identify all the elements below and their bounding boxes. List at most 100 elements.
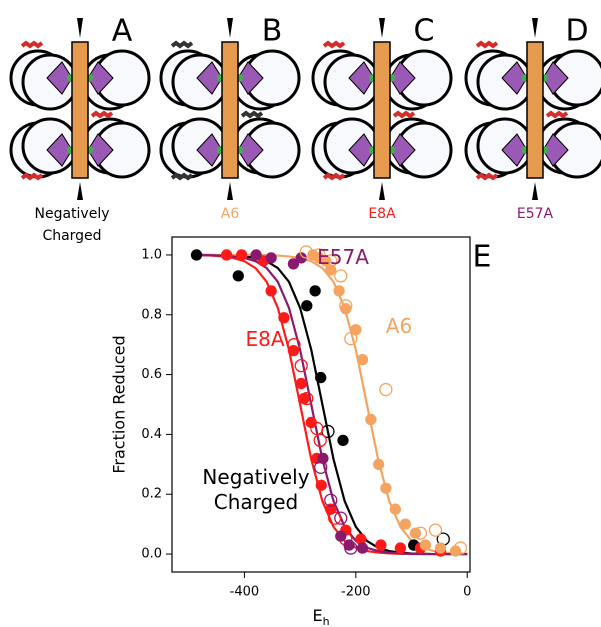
data-point [325, 264, 337, 276]
x-tick-label: -200 [341, 585, 371, 600]
data-point [324, 254, 338, 268]
data-point [313, 433, 327, 448]
panel-caption: E57A [516, 206, 554, 222]
charge [322, 40, 346, 49]
charge [170, 172, 194, 181]
data-point [335, 530, 347, 542]
panel-caption: E8A [368, 206, 396, 222]
data-point [339, 299, 353, 313]
data-point [250, 249, 262, 261]
x-tick-label: 0 [463, 585, 471, 600]
x-axis-label-sub: h [323, 615, 330, 627]
data-point [299, 245, 313, 259]
curve-label: E57A [317, 245, 369, 269]
charge [475, 40, 499, 49]
data-point [375, 539, 387, 551]
data-point [389, 503, 402, 515]
charge [545, 110, 569, 119]
diagram [159, 18, 301, 200]
marker [227, 18, 233, 38]
data-point [265, 285, 277, 297]
curve-label: E8A [245, 327, 285, 351]
panel-letter: D [565, 14, 588, 49]
data-point [190, 249, 203, 261]
data-point [315, 479, 327, 491]
y-tick-label: 0.4 [141, 427, 162, 442]
data-point [232, 270, 244, 282]
data-point [434, 542, 447, 554]
data-point [220, 249, 233, 261]
data-point [314, 460, 328, 474]
data-point [380, 482, 392, 494]
marker [379, 18, 385, 38]
data-point [235, 249, 248, 261]
diagram [311, 18, 453, 200]
panel-caption: A6 [220, 206, 240, 222]
data-point [344, 541, 358, 555]
x-tick-label: -400 [230, 585, 260, 600]
y-tick-label: 0.8 [141, 307, 162, 322]
curve-label: A6 [385, 314, 413, 338]
y-tick-label: 0.2 [141, 487, 162, 502]
data-point [399, 518, 412, 530]
membrane-bar [71, 41, 89, 179]
membrane-bar [221, 41, 239, 179]
y-tick-label: 0.0 [141, 547, 162, 562]
data-point [409, 527, 422, 539]
plot-frame [171, 236, 471, 573]
diagram [464, 18, 601, 200]
charge [475, 172, 499, 181]
x-axis-label: Eh [312, 606, 329, 627]
curve-label: Negatively Charged [202, 465, 310, 514]
membrane-bar [373, 41, 391, 179]
data-point [315, 371, 327, 384]
charge [392, 110, 416, 119]
data-point [309, 285, 321, 297]
data-point [379, 382, 393, 397]
charge [20, 172, 44, 181]
charge [170, 40, 194, 49]
panel-letter: C [414, 14, 435, 49]
marker [532, 182, 538, 200]
charge [322, 172, 346, 181]
data-point [419, 539, 432, 551]
data-point [373, 458, 385, 470]
y-axis-label: Fraction Reduced [110, 335, 129, 473]
data-point [300, 391, 314, 406]
data-point [355, 533, 367, 545]
panel-letter: B [262, 14, 283, 49]
data-point [344, 332, 358, 346]
data-point [453, 541, 468, 555]
data-point [356, 353, 369, 366]
y-tick-label: 0.6 [141, 367, 162, 382]
membrane-bar [526, 41, 544, 179]
data-point [312, 248, 326, 262]
data-point [333, 285, 345, 297]
data-point [327, 511, 342, 525]
charge [240, 110, 264, 119]
diagram [9, 18, 151, 200]
data-point [356, 542, 369, 554]
data-point [294, 358, 308, 373]
data-point [287, 258, 300, 270]
data-point [337, 434, 349, 447]
data-point [301, 300, 313, 312]
x-axis-label-main: E [312, 606, 322, 625]
charge [90, 110, 114, 119]
data-point [278, 312, 290, 324]
panel-letter: A [112, 14, 133, 49]
marker [379, 182, 385, 200]
charge [20, 40, 44, 49]
panel-letter: E [473, 240, 492, 275]
data-point [413, 526, 428, 540]
data-point [265, 252, 277, 264]
data-point [428, 523, 443, 537]
data-point [310, 421, 324, 436]
y-tick-label: 1.0 [141, 247, 162, 262]
data-point [324, 493, 338, 507]
marker [227, 182, 233, 200]
data-point [394, 542, 407, 554]
data-point [365, 413, 377, 426]
